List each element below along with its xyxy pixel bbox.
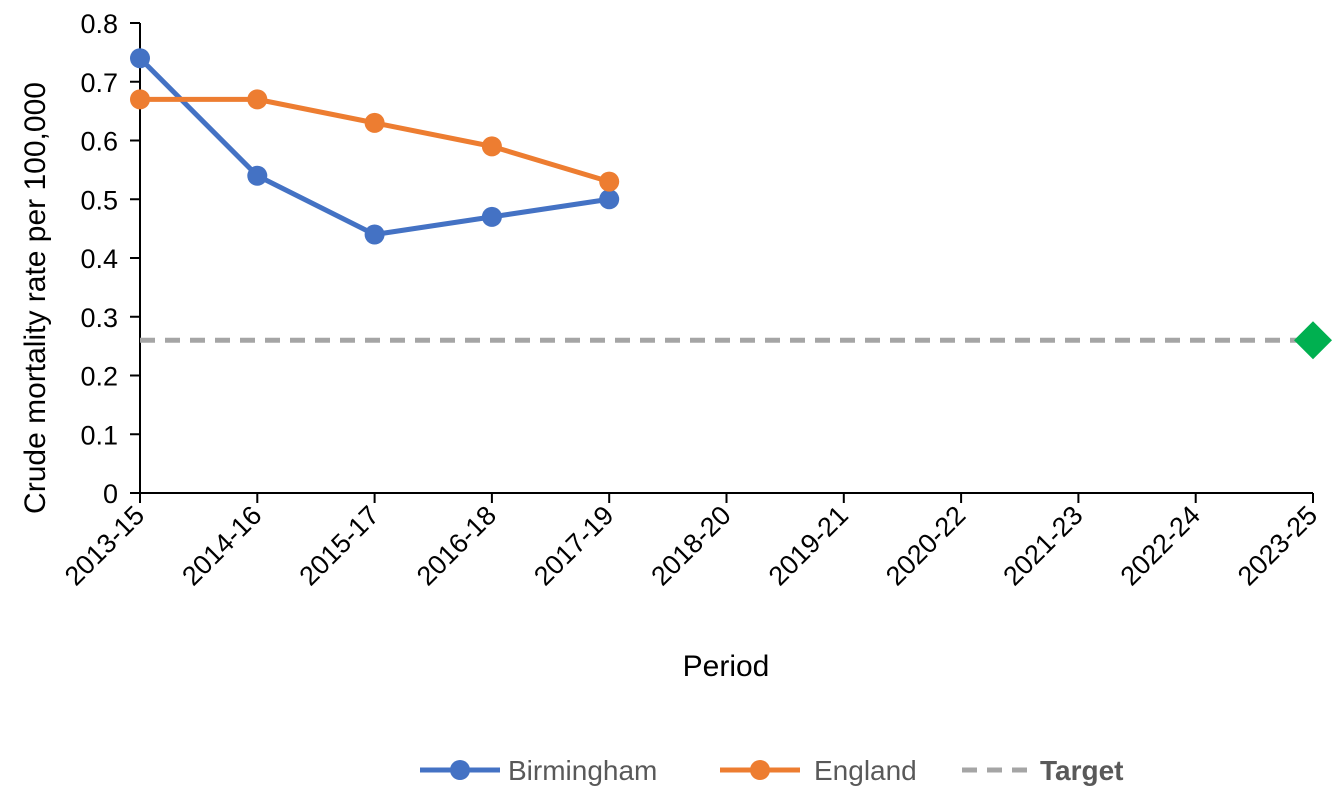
y-axis-ticks: 0 0.1 0.2 0.3 0.4 0.5 0.6 0.7 0.8 (80, 9, 140, 509)
x-tick-label: 2021-23 (997, 500, 1088, 591)
data-point (599, 189, 620, 210)
x-axis-ticks: 2013-15 2014-16 2015-17 2016-18 2017-19 2018-… (59, 493, 1323, 591)
y-tick-label: 0.5 (80, 185, 118, 215)
legend-marker (450, 760, 470, 780)
x-axis-title: Period (683, 650, 770, 683)
data-point (599, 171, 620, 192)
y-tick-label: 0.8 (80, 9, 118, 39)
legend-item-birmingham: Birmingham (420, 755, 657, 786)
y-tick-label: 0.2 (80, 362, 118, 392)
legend-marker (750, 760, 770, 780)
legend-item-england: England (720, 755, 917, 786)
series-layer (130, 48, 1332, 360)
data-point (247, 165, 268, 186)
data-point (247, 89, 268, 110)
x-tick-label: 2015-17 (294, 500, 385, 591)
series-line (137, 55, 612, 237)
legend-label: Birmingham (508, 755, 657, 786)
x-tick-label: 2013-15 (59, 500, 150, 591)
series-birmingham (130, 48, 620, 245)
series-line (137, 96, 612, 185)
data-point (364, 224, 385, 245)
x-tick-label: 2017-19 (528, 500, 619, 591)
series-england (130, 89, 620, 192)
y-tick-label: 0.3 (80, 303, 118, 333)
data-point (130, 48, 150, 69)
legend: Birmingham England Target (420, 755, 1124, 786)
y-tick-label: 0.4 (80, 244, 118, 274)
x-tick-label: 2016-18 (411, 500, 502, 591)
x-tick-label: 2020-22 (880, 500, 971, 591)
y-tick-label: 0.1 (80, 420, 118, 450)
x-tick-label: 2022-24 (1115, 500, 1206, 591)
y-axis-title: Crude mortality rate per 100,000 (19, 82, 52, 514)
x-tick-label: 2018-20 (645, 500, 736, 591)
y-tick-label: 0.7 (80, 68, 118, 98)
legend-item-target: Target (962, 755, 1124, 786)
data-point (130, 89, 150, 110)
x-tick-label: 2023-25 (1232, 500, 1323, 591)
data-point (481, 136, 502, 157)
legend-label: England (814, 755, 917, 786)
x-tick-label: 2019-21 (763, 500, 854, 591)
y-tick-label: 0.6 (80, 127, 118, 157)
data-point (364, 112, 385, 133)
data-point (481, 206, 502, 227)
x-tick-label: 2014-16 (176, 500, 267, 591)
legend-label: Target (1040, 755, 1124, 786)
axes (130, 23, 1313, 494)
y-tick-label: 0 (103, 479, 118, 509)
target-marker (1294, 321, 1332, 360)
